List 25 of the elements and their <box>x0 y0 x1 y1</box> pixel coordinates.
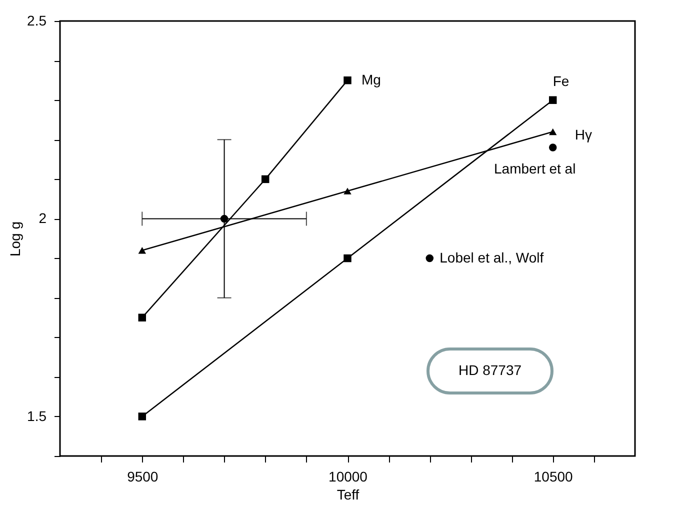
y-axis-title: Log g <box>7 221 24 257</box>
series-label: Lobel et al., Wolf <box>440 249 544 266</box>
point <box>261 175 270 184</box>
x-tick-label: 10000 <box>328 468 368 484</box>
point <box>138 412 146 420</box>
point <box>548 128 557 136</box>
series-label: Fe <box>552 73 570 90</box>
point <box>548 144 557 152</box>
point <box>344 254 352 262</box>
x-tick-label: 9500 <box>127 468 158 484</box>
y-tick-label: 1.5 <box>27 408 47 424</box>
point <box>344 76 352 84</box>
annotation: HD 87737 <box>458 362 522 378</box>
point <box>344 188 352 194</box>
point <box>138 247 146 254</box>
point <box>548 96 557 104</box>
series-label: Mg <box>362 71 381 88</box>
series-label: Lambert et al <box>494 160 576 177</box>
point <box>426 254 434 262</box>
series-label: Hγ <box>574 126 592 143</box>
x-tick-label: 10500 <box>534 468 574 484</box>
x-axis-title: Teff <box>336 486 360 502</box>
y-tick-label: 2 <box>38 210 47 226</box>
point <box>138 314 146 322</box>
y-tick-label: 2.5 <box>27 12 47 28</box>
